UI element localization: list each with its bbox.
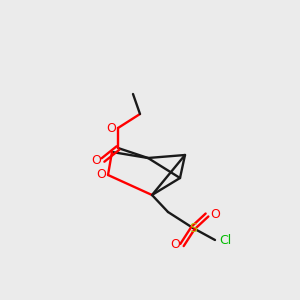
Text: O: O	[91, 154, 101, 166]
Text: Cl: Cl	[219, 233, 231, 247]
Text: O: O	[106, 122, 116, 134]
Text: O: O	[96, 169, 106, 182]
Text: O: O	[170, 238, 180, 251]
Text: S: S	[189, 221, 197, 235]
Text: O: O	[210, 208, 220, 221]
